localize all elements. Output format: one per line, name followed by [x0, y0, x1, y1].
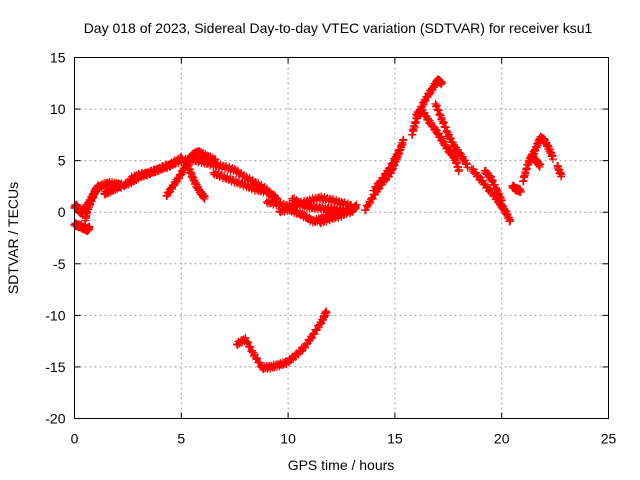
x-tick-label: 5: [177, 431, 185, 447]
data-point: [301, 343, 310, 352]
data-point: [243, 338, 252, 347]
data-point: [377, 177, 386, 186]
series-seg-q: [369, 146, 404, 195]
x-tick-label: 10: [280, 431, 296, 447]
x-tick-labels: 0 5 10 15 20 25: [71, 431, 617, 447]
data-point: [390, 154, 399, 163]
data-point: [253, 354, 262, 363]
data-point: [463, 163, 472, 172]
y-tick-label: 10: [50, 101, 66, 117]
data-point: [497, 196, 506, 205]
data-point: [548, 155, 557, 164]
y-axis-label: SDTVAR / TECUs: [5, 182, 21, 294]
data-point: [249, 348, 258, 357]
data-point: [366, 195, 375, 204]
data-point: [454, 165, 463, 174]
series-seg-o: [232, 307, 331, 374]
data-point: [388, 160, 397, 169]
series-seg-j: [209, 168, 282, 206]
data-point: [395, 146, 404, 155]
data-point: [85, 222, 94, 231]
data-point: [317, 319, 326, 328]
plot-frame: [74, 57, 609, 419]
y-tick-label: -5: [53, 256, 66, 272]
x-tick-label: 15: [387, 431, 403, 447]
chart-title: Day 018 of 2023, Sidereal Day-to-day VTE…: [84, 20, 593, 36]
data-point: [516, 187, 525, 196]
data-point: [386, 164, 395, 173]
data-point: [246, 343, 255, 352]
series-seg-t: [431, 99, 472, 172]
data-point: [366, 198, 375, 207]
x-tick-label: 25: [601, 431, 617, 447]
data-point: [322, 308, 331, 317]
data-point: [437, 78, 446, 87]
y-tick-label: 5: [58, 153, 66, 169]
series-seg-d: [100, 179, 126, 199]
y-tick-labels: -20 -15 -10 -5 0 5 10 15: [45, 50, 65, 427]
series-seg-w: [508, 181, 525, 196]
data-point: [310, 330, 319, 339]
series-seg-i: [183, 160, 209, 203]
y-tick-label: 0: [58, 204, 66, 220]
series-seg-z: [553, 161, 566, 181]
series-seg-h: [190, 147, 220, 166]
data-point: [352, 200, 361, 209]
data-point: [200, 192, 209, 201]
y-tick-label: 15: [50, 50, 66, 66]
data-point: [394, 146, 403, 155]
data-point: [211, 155, 220, 164]
data-point: [393, 151, 402, 160]
data-point: [399, 135, 408, 144]
y-tick-label: -10: [45, 307, 65, 323]
series-seg-v: [480, 166, 506, 205]
x-tick-label: 20: [494, 431, 510, 447]
data-point: [557, 170, 566, 179]
data-point: [506, 217, 515, 226]
y-tick-label: -20: [45, 411, 65, 427]
x-axis-label: GPS time / hours: [288, 457, 395, 473]
series-seg-s: [412, 105, 463, 176]
series-seg-y: [527, 132, 557, 164]
series-seg-n: [316, 200, 361, 228]
x-tick-label: 0: [71, 431, 79, 447]
y-tick-label: -15: [45, 359, 65, 375]
data-point: [536, 160, 545, 169]
data-point: [368, 194, 377, 203]
